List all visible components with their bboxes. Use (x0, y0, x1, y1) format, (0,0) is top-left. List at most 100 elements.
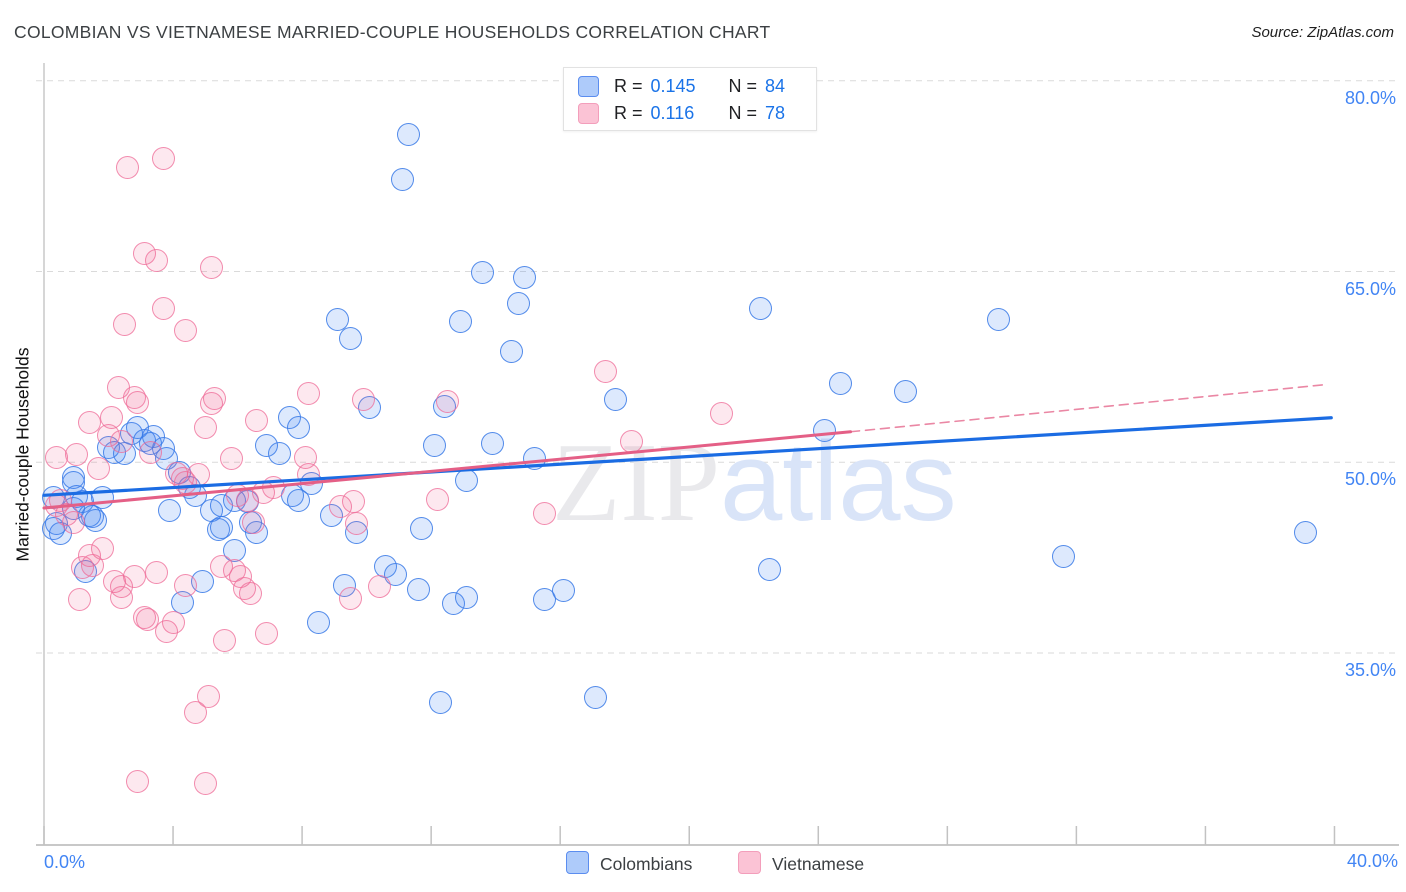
data-point-vietnamese (238, 581, 262, 605)
data-point-vietnamese (109, 585, 133, 609)
vietnamese-legend-label: Vietnamese (772, 854, 865, 874)
n-label: N = (728, 75, 758, 96)
data-point-colombians (384, 562, 408, 586)
data-point-colombians (90, 486, 114, 510)
data-point-vietnamese (435, 389, 459, 413)
data-point-vietnamese (261, 476, 285, 500)
r-value-vietnamese: 0.116 (650, 102, 695, 123)
data-point-vietnamese (184, 701, 208, 725)
data-point-colombians (455, 468, 479, 492)
data-point-vietnamese (122, 385, 146, 409)
data-point-colombians (480, 431, 504, 455)
colombians-legend-label: Colombians (600, 854, 693, 874)
data-point-colombians (813, 418, 837, 442)
data-point-colombians (338, 327, 362, 351)
data-point-colombians (513, 266, 537, 290)
data-point-vietnamese (193, 772, 217, 796)
data-point-colombians (390, 168, 414, 192)
data-point-colombians (406, 577, 430, 601)
data-point-colombians (448, 309, 472, 333)
y-tick-label: 65.0% (1344, 278, 1396, 299)
data-point-vietnamese (174, 574, 198, 598)
data-point-vietnamese (345, 511, 369, 535)
data-point-colombians (209, 515, 233, 539)
data-point-vietnamese (593, 360, 617, 384)
data-point-colombians (397, 122, 421, 146)
data-point-colombians (603, 388, 627, 412)
data-point-vietnamese (67, 588, 91, 612)
r-label: R = (614, 102, 643, 123)
chart-title: COLOMBIAN VS VIETNAMESE MARRIED-COUPLE H… (14, 22, 771, 42)
vietnamese-legend-swatch-icon (738, 851, 761, 874)
data-point-colombians (584, 686, 608, 709)
data-point-vietnamese (145, 248, 169, 272)
y-tick-label: 50.0% (1344, 469, 1396, 490)
data-point-vietnamese (135, 608, 159, 632)
data-point-vietnamese (532, 501, 556, 525)
y-tick-label: 35.0% (1344, 659, 1396, 680)
n-label: N = (728, 102, 758, 123)
data-point-colombians (522, 446, 546, 470)
data-point-vietnamese (200, 256, 224, 280)
data-point-colombians (158, 499, 182, 523)
data-point-vietnamese (151, 146, 175, 170)
source-attribution: Source: ZipAtlas.com (1251, 24, 1394, 41)
n-value-vietnamese: 78 (765, 102, 786, 123)
x-axis-max-label: 40.0% (1346, 851, 1398, 871)
data-point-colombians (1293, 520, 1317, 544)
series-legend: Colombians Vietnamese (0, 848, 1406, 882)
data-point-vietnamese (155, 619, 179, 643)
x-axis-min-label: 0.0% (44, 852, 86, 872)
data-point-vietnamese (710, 402, 733, 426)
correlation-legend-box: R = 0.145 N = 84 R = 0.116 N = 78 (563, 67, 817, 131)
data-point-colombians (455, 585, 479, 609)
colombians-swatch-icon (578, 75, 599, 97)
data-point-colombians (758, 557, 782, 581)
data-point-vietnamese (64, 443, 88, 467)
data-point-vietnamese (197, 684, 221, 708)
data-point-colombians (429, 691, 453, 715)
vietnamese-swatch-icon (578, 102, 599, 124)
data-point-colombians (551, 579, 575, 603)
data-point-vietnamese (61, 510, 85, 534)
data-point-vietnamese (126, 769, 150, 793)
data-point-vietnamese (338, 586, 362, 610)
data-point-colombians (987, 308, 1011, 332)
data-point-vietnamese (297, 382, 321, 406)
data-point-vietnamese (48, 488, 72, 512)
data-point-vietnamese (187, 463, 211, 487)
data-point-vietnamese (200, 392, 224, 416)
data-point-vietnamese (351, 388, 375, 412)
data-point-vietnamese (193, 416, 217, 440)
data-point-vietnamese (151, 296, 175, 320)
data-point-vietnamese (245, 408, 269, 432)
y-tick-label: 80.0% (1344, 87, 1396, 108)
data-point-vietnamese (138, 440, 162, 464)
data-point-colombians (422, 434, 446, 458)
data-point-colombians (829, 371, 853, 395)
data-point-vietnamese (368, 575, 392, 599)
data-point-colombians (471, 261, 495, 285)
data-point-vietnamese (619, 430, 643, 454)
data-point-colombians (500, 340, 524, 364)
data-point-vietnamese (145, 561, 169, 585)
data-point-vietnamese (174, 318, 198, 342)
data-point-colombians (532, 588, 556, 612)
data-point-vietnamese (113, 313, 137, 337)
data-point-colombians (893, 379, 917, 403)
data-point-colombians (326, 308, 350, 332)
data-point-vietnamese (116, 155, 140, 179)
legend-row-colombians: R = 0.145 N = 84 (578, 75, 785, 97)
data-point-vietnamese (426, 487, 450, 511)
data-point-vietnamese (87, 457, 111, 481)
data-point-vietnamese (213, 628, 237, 652)
data-point-colombians (287, 416, 311, 440)
n-value-colombians: 84 (765, 75, 786, 96)
data-point-vietnamese (242, 510, 266, 534)
data-point-vietnamese (219, 446, 243, 470)
r-value-colombians: 0.145 (650, 75, 696, 96)
data-point-vietnamese (255, 622, 279, 646)
data-point-colombians (409, 516, 433, 540)
data-point-colombians (506, 291, 530, 315)
